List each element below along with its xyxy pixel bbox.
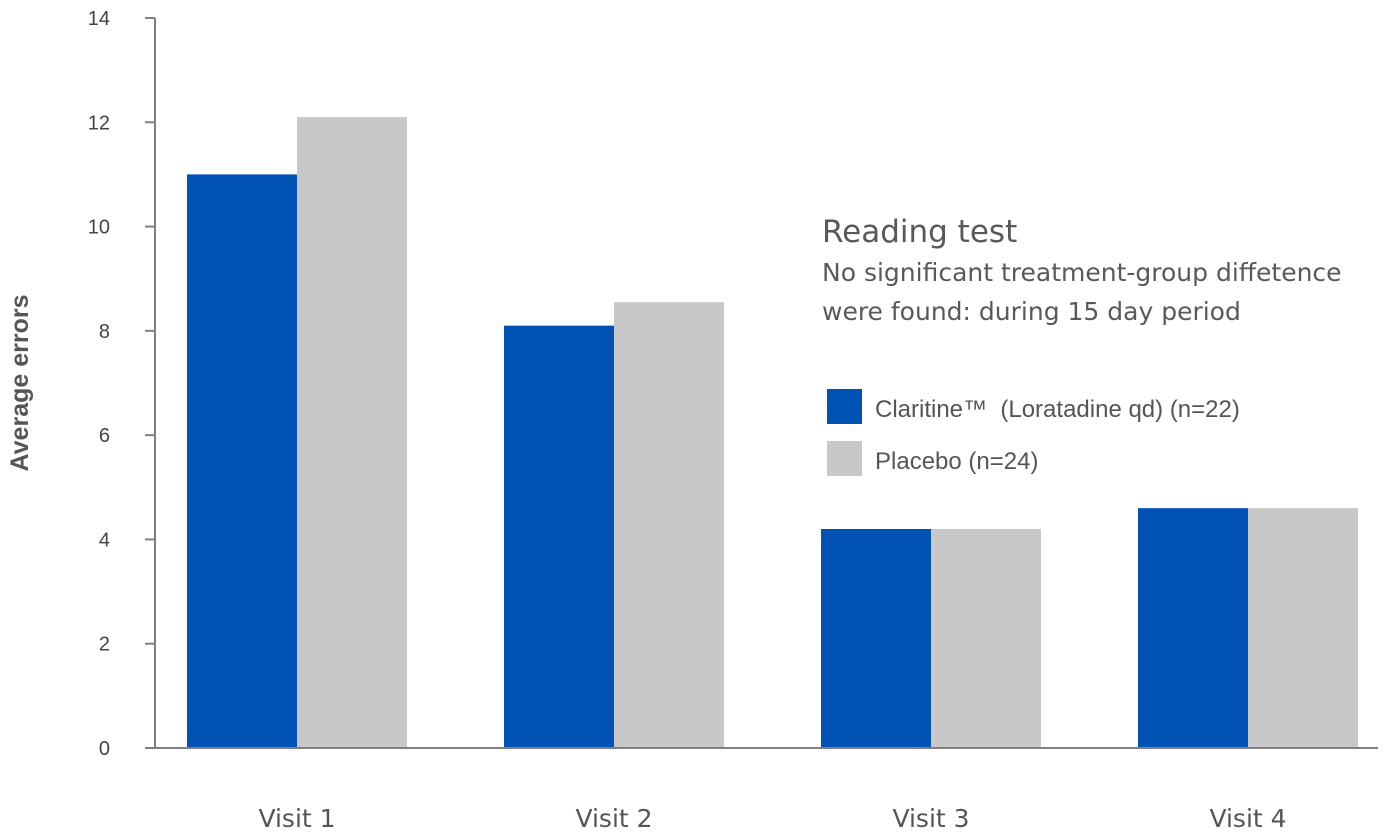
legend: Claritine™ (Loratadine qd) (n=22) Placeb… [827, 389, 1240, 476]
annotation: Reading test No significant treatment-gr… [822, 214, 1342, 326]
legend-label-claritine: Claritine™ (Loratadine qd) (n=22) [875, 396, 1240, 423]
x-tick-label: Visit 2 [575, 804, 652, 833]
bar-placebo-1 [297, 117, 407, 749]
annotation-line-2: were found: during 15 day period [822, 297, 1241, 326]
x-tick-label: Visit 1 [258, 804, 335, 833]
y-tick-label: 0 [99, 738, 110, 760]
x-tick-label: Visit 4 [1209, 804, 1286, 833]
y-axis: 0 2 4 6 8 10 12 14 [88, 8, 156, 760]
x-tick-labels: Visit 1 Visit 2 Visit 3 Visit 4 [258, 804, 1286, 833]
annotation-title: Reading test [822, 214, 1017, 250]
y-tick-label: 14 [88, 8, 110, 30]
legend-swatch-placebo [827, 441, 862, 476]
bar-claritine-4 [1138, 508, 1248, 748]
y-tick-label: 10 [88, 217, 110, 239]
bar-placebo-4 [1248, 508, 1358, 748]
y-tick-label: 6 [99, 425, 110, 447]
y-tick-label: 8 [99, 321, 110, 343]
legend-swatch-claritine [827, 389, 862, 424]
bar-placebo-2 [614, 302, 724, 748]
bar-claritine-2 [504, 325, 614, 748]
legend-label-placebo: Placebo (n=24) [875, 448, 1038, 475]
bars-group [187, 117, 1358, 749]
bar-claritine-3 [821, 529, 931, 748]
x-tick-label: Visit 3 [892, 804, 969, 833]
y-tick-label: 12 [88, 112, 110, 134]
y-ticks: 0 2 4 6 8 10 12 14 [88, 8, 155, 760]
bar-placebo-3 [931, 529, 1041, 748]
y-axis-label: Average errors [6, 295, 34, 472]
bar-claritine-1 [187, 174, 297, 748]
y-tick-label: 2 [99, 634, 110, 656]
annotation-line-1: No significant treatment-group diffetenc… [822, 258, 1342, 287]
y-tick-label: 4 [99, 529, 110, 551]
